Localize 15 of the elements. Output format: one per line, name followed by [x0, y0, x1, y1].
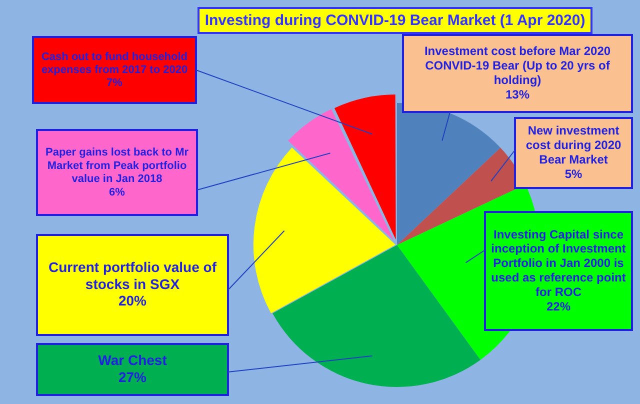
data-label: 22%: [546, 299, 571, 314]
slice-label: New investment cost during 2020 Bear Market: [526, 124, 622, 167]
slice-label: Current portfolio value of stocks in SGX: [48, 259, 217, 292]
data-label: 5%: [564, 166, 582, 181]
data-label: 20%: [118, 292, 148, 309]
chart-title: Investing during CONVID-19 Bear Market (1 Apr 2020): [204, 12, 586, 30]
slice-label: Investment cost before Mar 2020 CONVID-19 Bear (Up to 20 yrs of holding): [424, 44, 611, 88]
data-label: 7%: [106, 77, 123, 90]
slice-label: Cash out to fund household expenses from 2017 to 2020: [41, 50, 188, 76]
data-label: 13%: [505, 87, 530, 102]
data-label: 6%: [109, 186, 126, 198]
slice-label: Investing Capital since inception of Investment Portfolio in Jan 2000 is used as reference point for ROC: [491, 227, 626, 299]
slice-label: War Chest: [98, 352, 168, 368]
slice-label: Paper gains lost back to Mr Market from Peak portfolio value in Jan 2018: [45, 146, 190, 186]
data-label: 27%: [118, 368, 148, 385]
